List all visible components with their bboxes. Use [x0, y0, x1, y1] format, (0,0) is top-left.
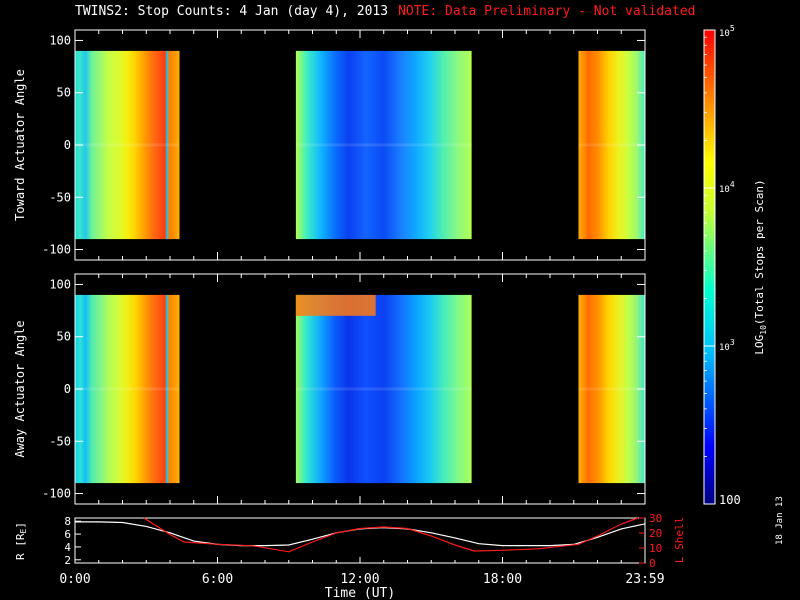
xtick-label: 6:00 [202, 572, 233, 587]
ylabel-radius-end: ] [14, 522, 27, 529]
zero-band-away-1 [75, 387, 180, 391]
xtick-label: 23:59 [625, 572, 664, 587]
heatmap-interval-toward-2 [295, 50, 472, 240]
colorbar-tick-exp: 4 [730, 180, 735, 189]
zero-band-toward-2 [295, 143, 472, 147]
colorbar-label-pre: LOG [753, 335, 766, 355]
title-main: TWINS2: Stop Counts: 4 Jan (day 4), 2013 [75, 4, 389, 19]
colorbar-tick-label: 105 [719, 24, 735, 39]
colorbar-label-post: (Total Stops per Scan) [753, 179, 766, 325]
ytick-label-lshell: 10 [649, 542, 662, 555]
ytick-label-away: 0 [64, 382, 71, 396]
heatmap-interval-away-2 [295, 294, 472, 484]
xtick-label: 0:00 [59, 572, 90, 587]
ytick-label-radius: 2 [64, 554, 71, 567]
ytick-label-lshell: 0 [649, 557, 656, 570]
zero-band-toward-1 [75, 143, 180, 147]
xtick-label: 12:00 [340, 572, 379, 587]
page-title: TWINS2: Stop Counts: 4 Jan (day 4), 2013… [75, 4, 696, 19]
panel-frame-lines [74, 517, 646, 564]
ytick-label-toward: 100 [49, 33, 71, 47]
heatmap-interval-toward-3 [578, 50, 645, 240]
ylabel-radius-main: R [R [14, 533, 27, 560]
colorbar-tick-base: 10 [719, 185, 730, 195]
ytick-label-away: 50 [57, 330, 71, 344]
ytick-label-radius: 4 [64, 541, 71, 554]
heatmap-interval-toward-1 [75, 50, 180, 240]
zero-band-toward-3 [578, 143, 645, 147]
colorbar-label-sub: 10 [759, 325, 768, 335]
colorbar-tick-exp: 5 [730, 24, 735, 33]
ytick-label-away: 100 [49, 277, 71, 291]
ytick-label-toward: 50 [57, 86, 71, 100]
ylabel-radius: R [RE] [14, 522, 28, 560]
heatmap-panel-away: 100 50 0 -50 -100 Away Actuator Angle [13, 273, 646, 505]
series-line-radius [75, 521, 646, 547]
axis-y-toward: 100 50 0 -50 -100 [42, 30, 646, 260]
colorbar-tick-label: 104 [719, 180, 735, 195]
date-stamp: 18 Jan 13 [775, 496, 785, 545]
ylabel-away: Away Actuator Angle [13, 320, 27, 457]
ytick-label-radius: 6 [64, 528, 71, 541]
zero-band-away-3 [578, 387, 645, 391]
xlabel-time: Time (UT) [325, 586, 395, 600]
heatmap-interval-away-3 [578, 294, 645, 484]
ytick-label-toward: -100 [42, 243, 71, 257]
colorbar-tick-base: 100 [719, 493, 741, 507]
hot-streak-away [295, 294, 376, 316]
ytick-label-radius: 8 [64, 515, 71, 528]
ylabel-lshell: L Shell [673, 517, 686, 563]
axis-y-away: 100 50 0 -50 -100 [42, 274, 646, 504]
ylabel-toward: Toward Actuator Angle [13, 69, 27, 221]
heatmap-panel-toward: 100 50 0 -50 -100 Toward Actuator Angle [13, 29, 646, 261]
ytick-label-away: -50 [49, 434, 71, 448]
colorbar-label: LOG10(Total Stops per Scan) [753, 179, 768, 354]
colorbar-tick-base: 10 [719, 343, 730, 353]
colorbar-tick-label: 100 [719, 493, 741, 507]
title-note: NOTE: Data Preliminary - Not validated [398, 4, 696, 19]
xtick-label: 18:00 [483, 572, 522, 587]
series-line-lshell [143, 517, 639, 553]
ytick-label-toward: 0 [64, 138, 71, 152]
heatmap-interval-away-1 [75, 294, 180, 484]
ytick-label-lshell: 30 [649, 512, 662, 525]
ytick-label-toward: -50 [49, 190, 71, 204]
ytick-label-lshell: 20 [649, 527, 662, 540]
colorbar-tick-label: 103 [719, 338, 735, 353]
colorbar-gradient [704, 30, 715, 504]
heatmap-cells-toward [75, 50, 645, 240]
ylabel-radius-sub: E [19, 528, 28, 533]
ytick-label-away: -100 [42, 487, 71, 501]
colorbar-tick-exp: 3 [730, 338, 735, 347]
zero-band-away-2 [295, 387, 472, 391]
colorbar-tick-base: 10 [719, 29, 730, 39]
heatmap-cells-away [75, 294, 645, 484]
